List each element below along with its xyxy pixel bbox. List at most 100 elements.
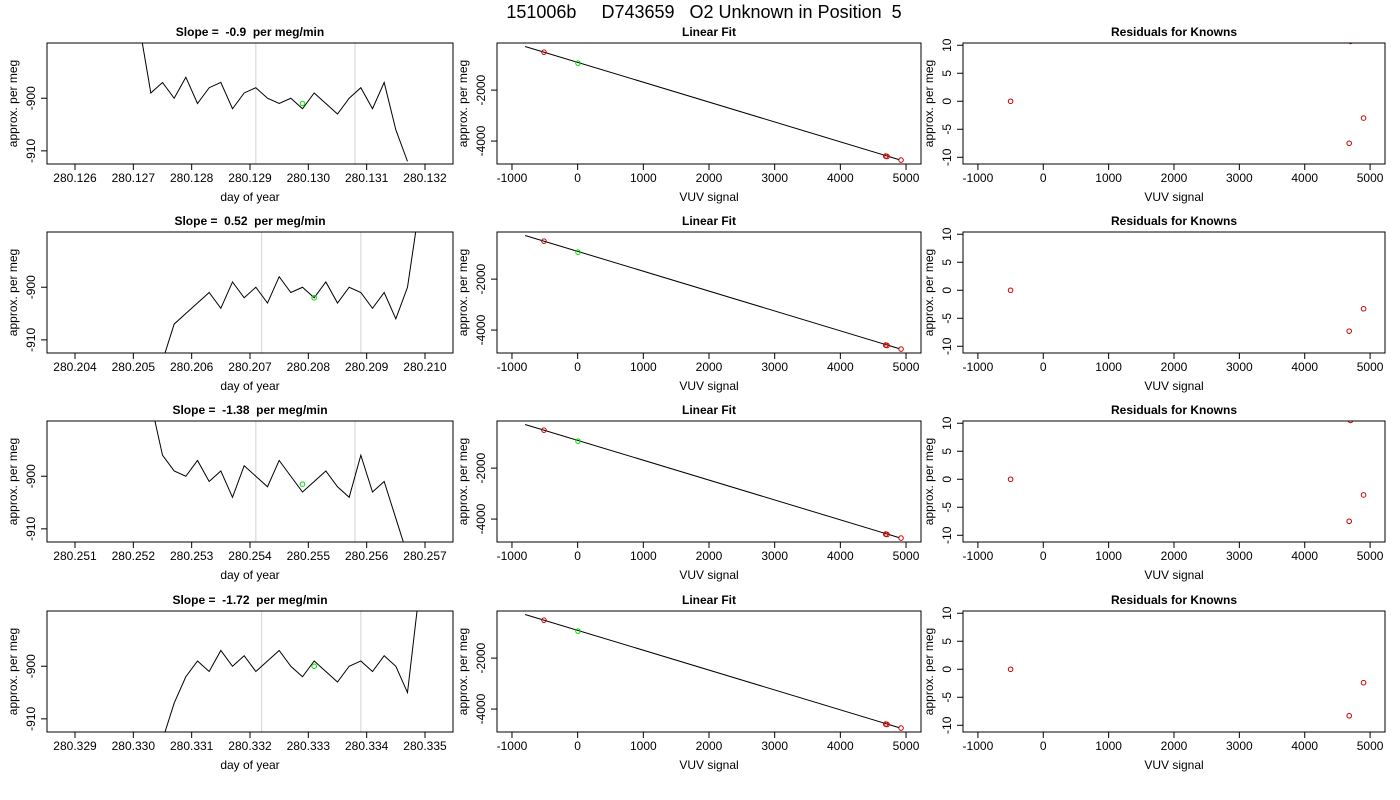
- panel: Linear Fit VUV signal approx. per meg -1000…: [456, 214, 922, 393]
- x-tick-label: 280.131: [345, 171, 389, 185]
- x-tick-label: 4000: [1291, 549, 1318, 563]
- y-axis-label: approx. per meg: [922, 628, 936, 715]
- x-tick-label: 5000: [893, 739, 920, 753]
- data-point: [1346, 712, 1352, 719]
- x-tick-label: 5000: [1357, 739, 1384, 753]
- x-tick-label: 3000: [761, 171, 788, 185]
- x-tick-label: 280.251: [53, 549, 97, 563]
- data-point: [311, 294, 317, 301]
- panel: Linear Fit VUV signal approx. per meg -1000…: [456, 593, 922, 772]
- x-tick-label: 3000: [1226, 739, 1253, 753]
- y-tick-label: 10: [940, 38, 954, 52]
- x-tick-label: 280.208: [287, 360, 331, 374]
- plot-area: [524, 234, 904, 352]
- y-axis-label: approx. per meg: [6, 60, 20, 147]
- plot-frame: [46, 42, 454, 165]
- x-tick-label: 1000: [1095, 360, 1122, 374]
- x-tick-label: 280.206: [170, 360, 214, 374]
- panel: Residuals for Knowns VUV signal approx. pe…: [922, 25, 1386, 204]
- data-point: [898, 346, 904, 352]
- panel: Linear Fit VUV signal approx. per meg -1000…: [456, 25, 922, 204]
- x-tick-label: 2000: [1161, 360, 1188, 374]
- x-tick-label: 280.334: [345, 739, 389, 753]
- x-tick-label: 280.255: [287, 549, 331, 563]
- y-tick-label: -5: [940, 692, 954, 703]
- data-point: [1007, 98, 1014, 105]
- y-axis-label: approx. per meg: [6, 249, 20, 336]
- y-tick-label: -910: [24, 328, 38, 352]
- y-tick-label: 0: [940, 287, 954, 294]
- x-tick-label: 280.254: [228, 549, 272, 563]
- y-axis-label: approx. per meg: [456, 438, 470, 525]
- y-tick-label: -10: [940, 337, 954, 355]
- data-point: [541, 617, 547, 623]
- y-tick-label: -900: [24, 464, 38, 488]
- y-tick-label: 0: [940, 666, 954, 673]
- x-axis-label: day of year: [220, 379, 279, 393]
- x-tick-label: 280.128: [170, 171, 214, 185]
- data-point: [575, 628, 581, 634]
- y-tick-label: -10: [940, 148, 954, 166]
- x-tick-label: 1000: [1095, 549, 1122, 563]
- x-tick-label: -1000: [963, 360, 994, 374]
- plot-frame: [46, 610, 454, 733]
- x-tick-label: 3000: [1226, 549, 1253, 563]
- x-tick-label: 280.333: [287, 739, 331, 753]
- x-tick-label: 280.331: [170, 739, 214, 753]
- data-point: [898, 725, 904, 731]
- data-point: [1346, 328, 1352, 334]
- data-point: [884, 153, 890, 160]
- y-tick-label: -10: [940, 716, 954, 734]
- y-tick-label: 10: [940, 227, 954, 241]
- panel-title: Residuals for Knowns: [1111, 25, 1237, 39]
- y-tick-label: -4000: [474, 314, 488, 345]
- plot-frame: [962, 42, 1386, 165]
- y-axis-label: approx. per meg: [456, 60, 470, 147]
- y-tick-label: 5: [940, 448, 954, 455]
- figure-title: 151006b D743659 O2 Unknown in Position 5: [506, 2, 901, 22]
- y-axis-label: approx. per meg: [456, 249, 470, 336]
- data-point: [1360, 679, 1367, 686]
- x-tick-label: 280.210: [403, 360, 447, 374]
- x-tick-label: 5000: [1357, 171, 1384, 185]
- data-point: [884, 721, 890, 728]
- x-tick-label: 5000: [1357, 549, 1384, 563]
- panel-title: Linear Fit: [682, 403, 736, 417]
- x-tick-label: 280.256: [345, 549, 389, 563]
- plot-frame: [46, 231, 454, 354]
- plot-area: [524, 613, 904, 731]
- data-point: [299, 100, 306, 107]
- data-point: [898, 535, 904, 541]
- y-tick-label: -910: [24, 707, 38, 731]
- panel-title: Linear Fit: [682, 25, 736, 39]
- data-point: [1360, 115, 1367, 121]
- panel-title: Linear Fit: [682, 593, 736, 607]
- plot-frame: [962, 231, 1386, 354]
- panel: Residuals for Knowns VUV signal approx. pe…: [922, 214, 1386, 393]
- x-axis-label: VUV signal: [679, 379, 738, 393]
- x-tick-label: 5000: [1357, 360, 1384, 374]
- x-tick-label: 0: [574, 549, 581, 563]
- plot-frame: [496, 231, 922, 354]
- y-tick-label: -10: [940, 526, 954, 544]
- x-axis-label: VUV signal: [679, 758, 738, 772]
- plot-area: [1007, 287, 1367, 334]
- data-line: [164, 611, 418, 732]
- panel-title: Slope = -1.72 per meg/min: [172, 593, 327, 607]
- y-tick-label: -2000: [474, 642, 488, 673]
- y-tick-label: -900: [24, 654, 38, 678]
- x-tick-label: 280.209: [345, 360, 389, 374]
- panel-title: Residuals for Knowns: [1111, 593, 1237, 607]
- x-tick-label: 3000: [761, 360, 788, 374]
- x-tick-label: 0: [574, 171, 581, 185]
- x-tick-label: 2000: [1161, 549, 1188, 563]
- x-tick-label: -1000: [497, 360, 528, 374]
- x-tick-label: 280.204: [53, 360, 97, 374]
- x-tick-label: 5000: [893, 549, 920, 563]
- panel-title: Residuals for Knowns: [1111, 403, 1237, 417]
- x-tick-label: 0: [574, 360, 581, 374]
- x-tick-label: 280.257: [403, 549, 447, 563]
- panel-title: Slope = -1.38 per meg/min: [172, 403, 327, 417]
- x-tick-label: 280.130: [287, 171, 331, 185]
- y-axis-label: approx. per meg: [6, 438, 20, 525]
